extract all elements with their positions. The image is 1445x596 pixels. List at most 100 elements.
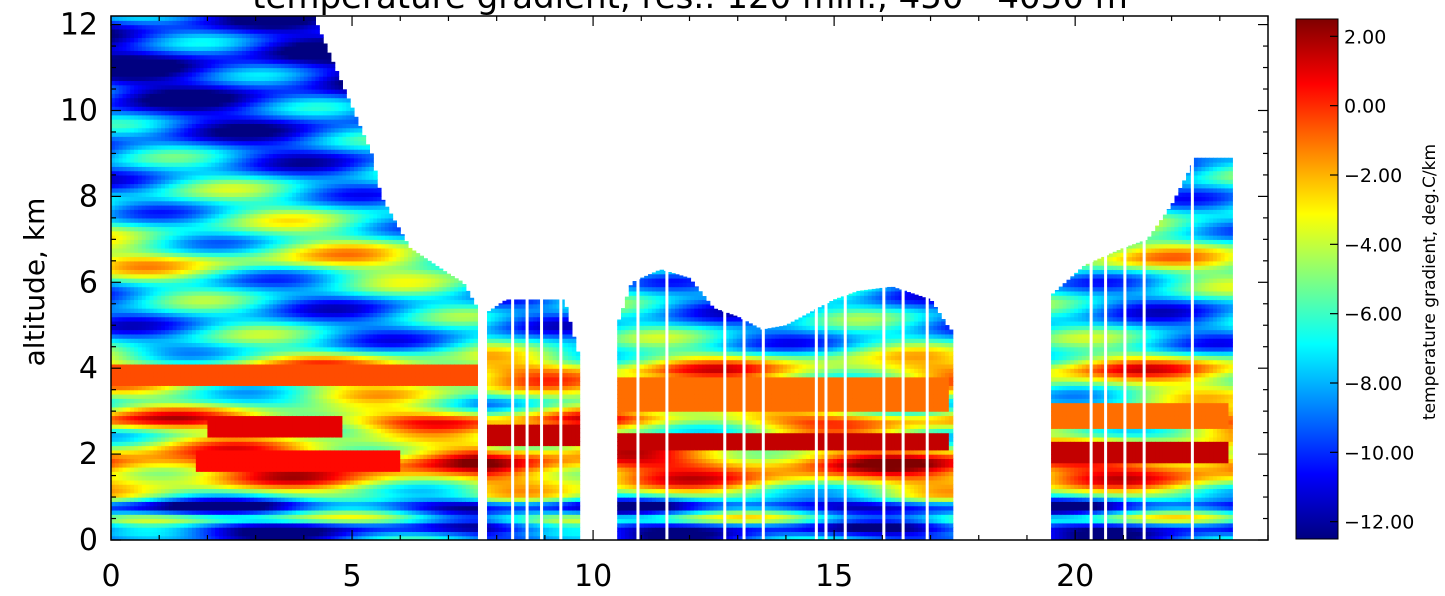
heatmap-cell: [130, 363, 135, 369]
heatmap-cell: [122, 153, 128, 159]
heatmap-cell: [261, 475, 266, 481]
heatmap-cell: [111, 497, 116, 502]
heatmap-cell: [138, 217, 143, 223]
heatmap-cell: [138, 402, 143, 408]
heatmap-cell: [211, 436, 216, 442]
heatmap-cell: [134, 217, 139, 223]
heatmap-cell: [257, 230, 263, 236]
heatmap-cell: [222, 80, 228, 86]
heatmap-cell: [145, 424, 151, 429]
heatmap-cell: [238, 308, 243, 313]
heatmap-cell: [176, 488, 182, 494]
heatmap-cell: [234, 518, 239, 524]
heatmap-cell: [157, 449, 162, 455]
heatmap-cell: [130, 127, 135, 133]
heatmap-cell: [265, 213, 270, 219]
heatmap-cell: [122, 488, 128, 494]
heatmap-cell: [149, 97, 155, 103]
heatmap-cell: [149, 432, 155, 438]
heatmap-cell: [226, 393, 232, 399]
heatmap-cell: [184, 346, 189, 352]
heatmap-cell: [184, 119, 189, 124]
heatmap-cell: [114, 192, 120, 197]
heatmap-cell: [253, 406, 259, 412]
heatmap-cell: [134, 381, 139, 386]
heatmap-cell: [138, 479, 143, 485]
heatmap-cell: [188, 402, 193, 408]
heatmap-cell: [238, 415, 243, 421]
heatmap-cell: [245, 402, 251, 408]
heatmap-cell: [245, 269, 251, 275]
heatmap-cell: [188, 80, 193, 86]
heatmap-cell: [176, 239, 182, 245]
heatmap-cell: [184, 505, 189, 511]
heatmap-cell: [188, 54, 193, 60]
heatmap-cell: [188, 333, 193, 339]
heatmap-cell: [211, 174, 216, 180]
heatmap-cell: [118, 50, 124, 56]
heatmap-cell: [242, 101, 247, 107]
heatmap-cell: [218, 93, 224, 99]
heatmap-cell: [257, 492, 263, 498]
heatmap-cell: [118, 187, 124, 193]
heatmap-cell: [145, 436, 151, 442]
heatmap-cell: [215, 393, 220, 399]
heatmap-cell: [149, 320, 155, 326]
heatmap-cell: [188, 527, 193, 533]
heatmap-cell: [222, 63, 228, 69]
heatmap-cell: [191, 213, 197, 219]
heatmap-cell: [242, 406, 247, 412]
heatmap-cell: [211, 351, 216, 356]
heatmap-cell: [172, 183, 178, 189]
heatmap-cell: [130, 484, 135, 490]
heatmap-cell: [114, 372, 120, 378]
heatmap-cell: [176, 282, 182, 288]
heatmap-cell: [230, 226, 236, 232]
heatmap-cell: [122, 531, 128, 537]
heatmap-cell: [265, 484, 270, 490]
heatmap-cell: [265, 488, 270, 494]
heatmap-cell: [141, 252, 147, 258]
heatmap-cell: [218, 445, 224, 451]
heatmap-cell: [199, 89, 205, 94]
heatmap-cell: [257, 501, 263, 507]
heatmap-cell: [234, 381, 239, 386]
heatmap-cell: [134, 273, 139, 279]
heatmap-cell: [153, 183, 158, 189]
heatmap-cell: [161, 196, 166, 202]
heatmap-cell: [114, 376, 120, 382]
heatmap-cell: [230, 342, 236, 348]
heatmap-cell: [164, 432, 170, 438]
heatmap-cell: [226, 123, 232, 129]
heatmap-cell: [261, 187, 266, 193]
heatmap-cell: [111, 522, 116, 528]
heatmap-cell: [172, 144, 178, 150]
heatmap-cell: [176, 359, 182, 365]
heatmap-cell: [111, 230, 116, 236]
heatmap-cell: [172, 84, 178, 90]
heatmap-cell: [122, 114, 128, 120]
heatmap-cell: [180, 93, 185, 99]
heatmap-cell: [164, 144, 170, 150]
heatmap-cell: [188, 179, 193, 185]
heatmap-cell: [191, 123, 197, 129]
heatmap-cell: [172, 20, 178, 26]
heatmap-cell: [111, 28, 116, 34]
heatmap-cell: [188, 213, 193, 219]
heatmap-cell: [184, 71, 189, 77]
heatmap-cell: [122, 20, 128, 26]
heatmap-cell: [230, 80, 236, 86]
heatmap-cell: [114, 127, 120, 133]
heatmap-cell: [215, 462, 220, 468]
heatmap-cell: [245, 260, 251, 266]
heatmap-cell: [126, 153, 131, 159]
heatmap-cell: [230, 24, 236, 30]
heatmap-cell: [138, 80, 143, 86]
heatmap-cell: [134, 432, 139, 438]
heatmap-cell: [238, 179, 243, 185]
heatmap-cell: [261, 278, 266, 283]
heatmap-cell: [238, 441, 243, 447]
heatmap-cell: [176, 256, 182, 262]
heatmap-cell: [261, 230, 266, 236]
heatmap-cell: [215, 514, 220, 520]
